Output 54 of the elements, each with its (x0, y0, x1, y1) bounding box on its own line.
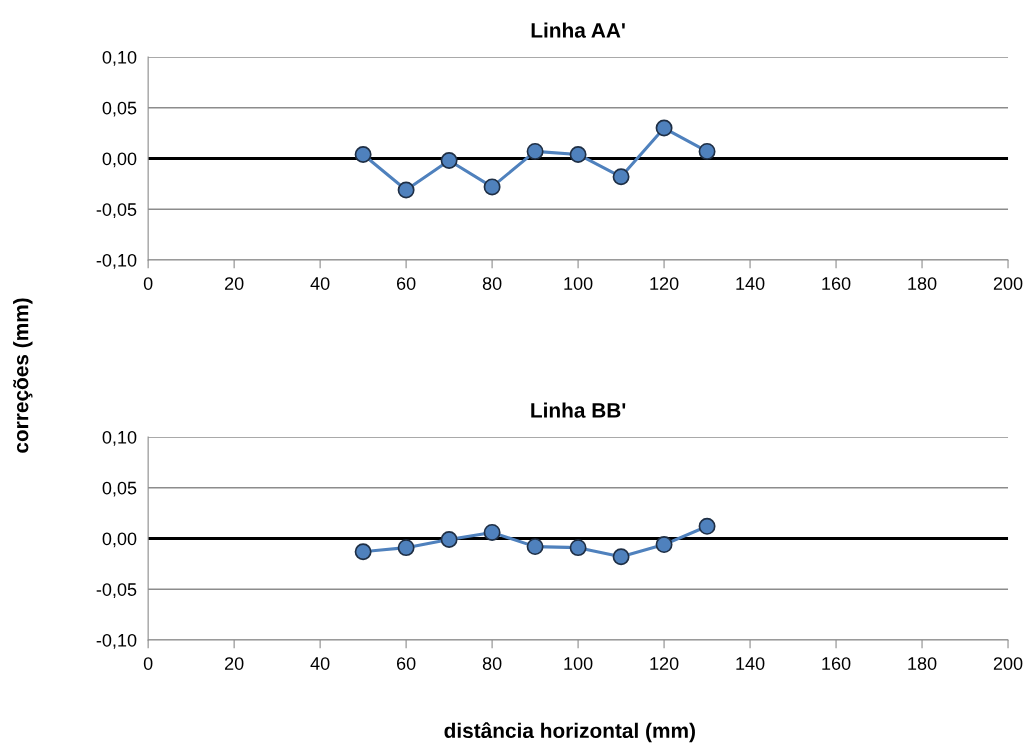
y-tick-label: -0,05 (96, 203, 137, 219)
y-tick-label: 0,05 (102, 481, 137, 497)
y-tick-label: 0,00 (102, 152, 137, 168)
x-tick-label: 180 (908, 277, 937, 290)
point (440, 531, 458, 548)
x-tick-label: 0 (143, 277, 153, 290)
y-tick-label: -0,05 (96, 583, 137, 599)
x-tick-label: 100 (564, 657, 593, 670)
y-tick-label: -0,10 (96, 633, 137, 649)
point (612, 168, 630, 186)
x-tick-label: 200 (993, 657, 1023, 670)
x-tick-label: 140 (736, 277, 765, 290)
point (526, 142, 544, 160)
x-tick-label: 120 (650, 657, 679, 670)
y-tick-label: 0,10 (102, 50, 137, 66)
x-tick-label: 140 (736, 657, 765, 670)
point (612, 548, 630, 566)
point (569, 539, 587, 557)
x-tick-label: 60 (396, 277, 416, 290)
x-tick-label: 40 (310, 657, 330, 670)
point (698, 142, 716, 160)
x-tick-label: 40 (310, 277, 330, 290)
x-tick-label: 200 (993, 277, 1023, 290)
x-tick-label: 120 (650, 277, 679, 290)
y-tick-label: -0,10 (96, 253, 137, 269)
x-tick-label: 160 (822, 657, 851, 670)
y-tick-label: 0,00 (102, 532, 137, 548)
x-tick-label: 100 (564, 277, 593, 290)
x-axis-title: distância horizontal (mm) (444, 722, 695, 743)
y-tick-label: 0,10 (102, 430, 137, 446)
point (698, 517, 716, 535)
point (526, 538, 544, 556)
point (354, 543, 372, 561)
x-tick-label: 60 (396, 657, 416, 670)
y-axis-title: correções (mm) (13, 298, 33, 453)
x-tick-label: 180 (908, 657, 937, 670)
point (483, 523, 501, 541)
x-tick-label: 80 (482, 277, 502, 290)
x-tick-label: 80 (482, 657, 502, 670)
x-tick-label: 20 (225, 657, 244, 670)
point (483, 178, 501, 196)
point (397, 539, 415, 557)
chart-title: Linha AA' (531, 22, 625, 38)
point (354, 145, 372, 163)
point (655, 119, 673, 137)
x-tick-label: 160 (822, 277, 851, 290)
point (440, 152, 458, 170)
point (397, 181, 415, 199)
point (569, 145, 587, 163)
y-tick-label: 0,05 (102, 101, 137, 117)
x-tick-label: 20 (225, 277, 244, 290)
chart-title: Linha BB' (531, 402, 626, 418)
point (655, 536, 673, 554)
x-tick-label: 0 (143, 657, 153, 670)
